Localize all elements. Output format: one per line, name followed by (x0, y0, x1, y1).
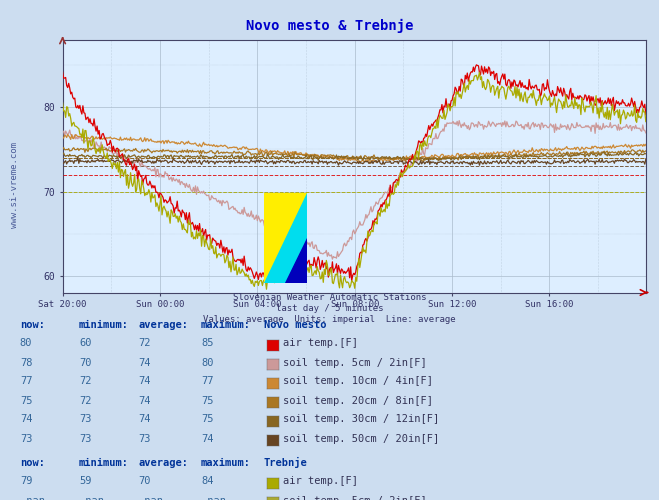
Text: Trebnje: Trebnje (264, 456, 307, 468)
Text: soil temp. 5cm / 2in[F]: soil temp. 5cm / 2in[F] (283, 358, 427, 368)
Text: 73: 73 (138, 434, 151, 444)
Text: 85: 85 (201, 338, 214, 348)
Text: soil temp. 50cm / 20in[F]: soil temp. 50cm / 20in[F] (283, 434, 440, 444)
Text: 84: 84 (201, 476, 214, 486)
Text: 78: 78 (20, 358, 32, 368)
Text: minimum:: minimum: (79, 458, 129, 468)
Text: -nan: -nan (201, 496, 226, 500)
Text: www.si-vreme.com: www.si-vreme.com (10, 142, 19, 228)
Polygon shape (264, 192, 307, 282)
Text: -nan: -nan (138, 496, 163, 500)
Text: soil temp. 10cm / 4in[F]: soil temp. 10cm / 4in[F] (283, 376, 434, 386)
Text: last day / 5 minutes: last day / 5 minutes (275, 304, 384, 313)
Text: 80: 80 (201, 358, 214, 368)
Text: soil temp. 5cm / 2in[F]: soil temp. 5cm / 2in[F] (283, 496, 427, 500)
Text: maximum:: maximum: (201, 320, 251, 330)
Text: 72: 72 (79, 396, 92, 406)
Text: 75: 75 (201, 396, 214, 406)
Text: 75: 75 (201, 414, 214, 424)
Text: 74: 74 (138, 414, 151, 424)
Text: -nan: -nan (79, 496, 104, 500)
Text: 74: 74 (138, 358, 151, 368)
Text: 79: 79 (20, 476, 32, 486)
Text: 73: 73 (20, 434, 32, 444)
Text: 74: 74 (20, 414, 32, 424)
Text: 74: 74 (138, 396, 151, 406)
Text: Novo mesto: Novo mesto (264, 320, 326, 330)
Polygon shape (264, 192, 307, 282)
Text: 74: 74 (138, 376, 151, 386)
Text: 80: 80 (20, 338, 32, 348)
Text: 59: 59 (79, 476, 92, 486)
Text: 70: 70 (79, 358, 92, 368)
Text: 73: 73 (79, 434, 92, 444)
Text: 74: 74 (201, 434, 214, 444)
Text: average:: average: (138, 320, 188, 330)
Text: Novo mesto & Trebnje: Novo mesto & Trebnje (246, 19, 413, 33)
Text: -nan: -nan (20, 496, 45, 500)
Text: 60: 60 (79, 338, 92, 348)
Text: 72: 72 (138, 338, 151, 348)
Text: soil temp. 20cm / 8in[F]: soil temp. 20cm / 8in[F] (283, 396, 434, 406)
Text: 77: 77 (201, 376, 214, 386)
Text: maximum:: maximum: (201, 458, 251, 468)
Text: 75: 75 (20, 396, 32, 406)
Text: now:: now: (20, 458, 45, 468)
Text: soil temp. 30cm / 12in[F]: soil temp. 30cm / 12in[F] (283, 414, 440, 424)
Text: Slovenian Weather Automatic Stations: Slovenian Weather Automatic Stations (233, 293, 426, 302)
Text: Values: average  Units: imperial  Line: average: Values: average Units: imperial Line: av… (203, 315, 456, 324)
Text: air temp.[F]: air temp.[F] (283, 476, 358, 486)
Text: now:: now: (20, 320, 45, 330)
Text: 73: 73 (79, 414, 92, 424)
Text: air temp.[F]: air temp.[F] (283, 338, 358, 348)
Text: minimum:: minimum: (79, 320, 129, 330)
Polygon shape (285, 238, 307, 282)
Text: 77: 77 (20, 376, 32, 386)
Text: 72: 72 (79, 376, 92, 386)
Text: average:: average: (138, 458, 188, 468)
Text: 70: 70 (138, 476, 151, 486)
